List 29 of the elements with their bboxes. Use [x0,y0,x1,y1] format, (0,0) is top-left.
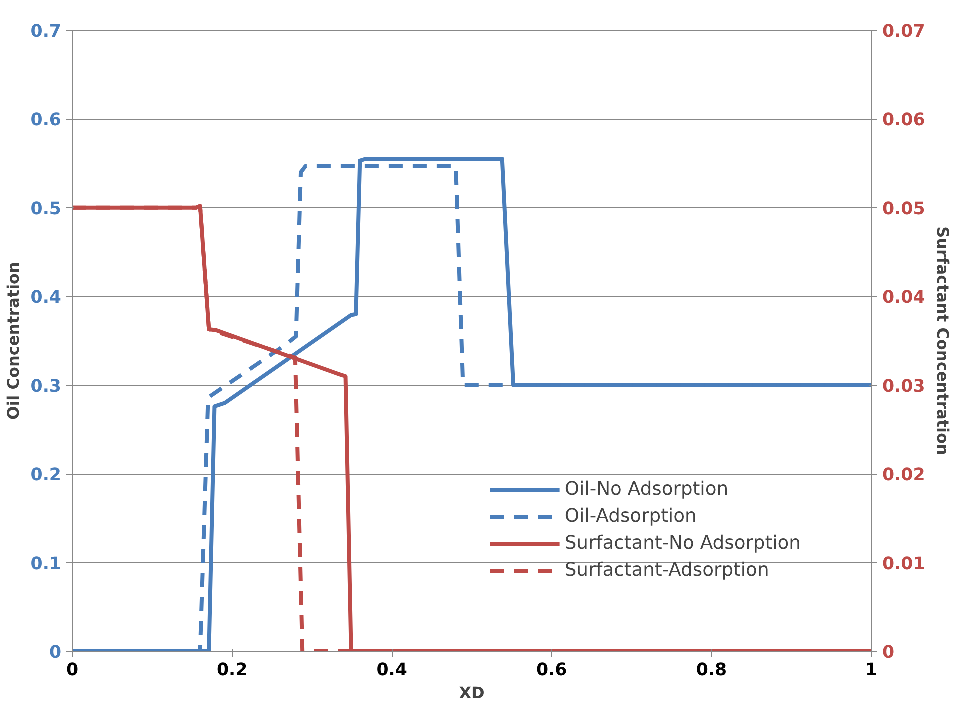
y2-tick-label: 0.06 [882,110,926,131]
x-axis-title: XD [459,684,485,702]
y-tick-label: 0.7 [30,22,62,42]
y2-tick-label: 0.05 [882,199,926,220]
y2-tick-label: 0.01 [882,554,926,574]
y-tick-label: 0.2 [30,466,62,486]
x-tick-label: 1 [865,660,878,680]
y-axis-title: Oil Concentration [4,262,23,420]
y2-tick-label: 0.02 [882,466,926,486]
legend-label: Oil-No Adsorption [564,479,729,500]
x-tick-label: 0.6 [536,660,568,680]
y-tick-label: 0.1 [30,554,62,574]
y-tick-label: 0.5 [30,199,62,220]
y2-axis-title: Surfactant Concentration [933,226,952,456]
legend-label: Surfactant-Adsorption [564,560,770,581]
y2-tick-label: 0.03 [882,376,926,397]
y-tick-label: 0 [49,643,62,663]
y2-tick-label: 0 [882,643,895,663]
y2-tick-label: 0.07 [882,22,926,42]
x-tick-label: 0.8 [696,660,728,680]
y-tick-label: 0.3 [30,376,62,397]
x-tick-label: 0 [66,660,79,680]
legend-label: Surfactant-No Adsorption [564,533,801,554]
x-tick-label: 0.4 [376,660,408,680]
y-tick-label: 0.6 [30,110,62,131]
y-tick-label: 0.4 [30,288,62,308]
x-tick-label: 0.2 [216,660,248,680]
legend-label: Oil-Adsorption [564,506,697,527]
y2-tick-label: 0.04 [882,288,926,308]
